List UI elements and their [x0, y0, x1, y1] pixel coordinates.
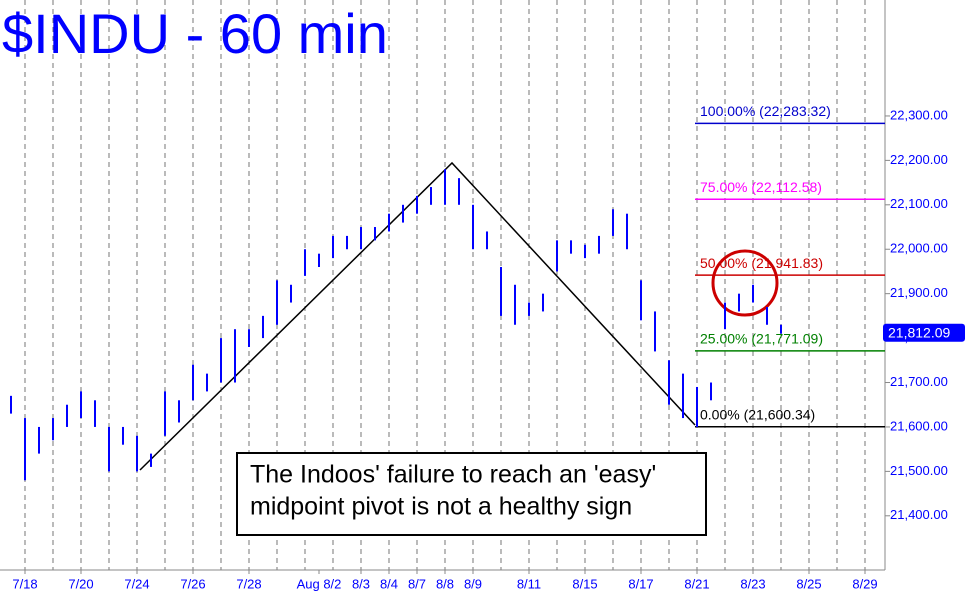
x-tick-label: 7/24: [124, 576, 149, 591]
x-tick-label: Aug 8/2: [297, 576, 342, 591]
x-tick-label: 8/17: [628, 576, 653, 591]
y-tick-label: 22,300.00: [890, 107, 948, 122]
fib-level-label: 0.00% (21,600.34): [700, 406, 815, 422]
x-tick-label: 7/20: [68, 576, 93, 591]
annotation-line: The Indoos' failure to reach an 'easy': [250, 461, 656, 489]
highlight-circle: [711, 249, 779, 317]
fib-level-label: 100.00% (22,283.32): [700, 103, 831, 119]
fib-level-label: 25.00% (21,771.09): [700, 331, 823, 347]
x-tick-label: 8/29: [852, 576, 877, 591]
x-tick-label: 7/28: [236, 576, 261, 591]
x-tick-label: 7/18: [12, 576, 37, 591]
x-tick-label: 8/25: [796, 576, 821, 591]
y-tick-label: 22,000.00: [890, 241, 948, 256]
x-tick-label: 8/9: [464, 576, 482, 591]
last-price-label: 21,812.09: [888, 324, 950, 340]
y-tick-label: 21,700.00: [890, 374, 948, 389]
y-tick-label: 21,500.00: [890, 463, 948, 478]
trend-line: [139, 161, 696, 471]
fib-level-label: 75.00% (22,112.58): [700, 179, 822, 195]
chart-title: $INDU - 60 min: [2, 2, 388, 65]
grid: [24, 0, 866, 570]
x-tick-label: 8/7: [408, 576, 426, 591]
x-tick-label: 7/26: [180, 576, 205, 591]
x-tick-label: 8/8: [436, 576, 454, 591]
y-tick-label: 21,600.00: [890, 418, 948, 433]
y-tick-label: 21,900.00: [890, 285, 948, 300]
fib-level-label: 50.00% (21,941.83): [700, 255, 823, 271]
last-price-box: [883, 323, 965, 342]
x-tick-label: 8/23: [740, 576, 765, 591]
annotation-line: midpoint pivot is not a healthy sign: [250, 493, 632, 521]
x-tick-label: 8/3: [352, 576, 370, 591]
y-tick-label: 21,400.00: [890, 507, 948, 522]
x-tick-label: 8/11: [517, 576, 541, 591]
x-tick-label: 8/21: [684, 576, 709, 591]
y-tick-label: 22,200.00: [890, 152, 948, 167]
x-tick-label: 8/15: [572, 576, 597, 591]
annotation-box: [236, 452, 707, 536]
x-tick-label: 8/4: [380, 576, 398, 591]
y-tick-label: 22,100.00: [890, 196, 948, 211]
